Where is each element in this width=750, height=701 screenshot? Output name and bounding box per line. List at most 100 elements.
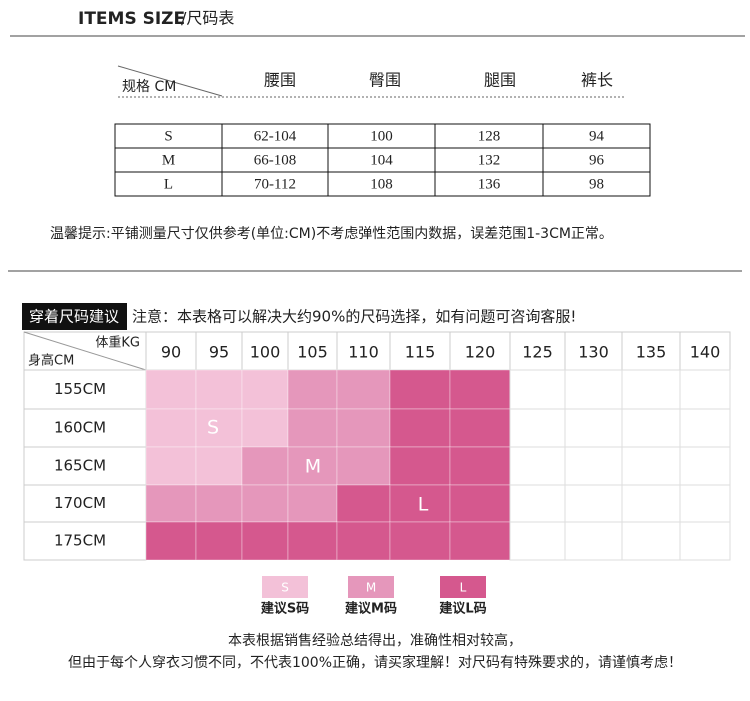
- table-value: 108: [370, 176, 393, 192]
- header-cell: [389, 331, 451, 371]
- table-value: 100: [370, 128, 393, 144]
- footer-line: 但由于每个人穿衣习惯不同，不代表100%正确，请买家理解！对尺码有特殊要求的，请…: [68, 654, 682, 671]
- header-cell: [449, 331, 511, 371]
- grid-cell: [195, 521, 243, 561]
- height-label: 175CM: [54, 532, 106, 550]
- height-label: 160CM: [54, 419, 106, 437]
- table-value: 62-104: [254, 128, 297, 144]
- grid-cell: [509, 521, 566, 561]
- legend-swatch: [262, 576, 308, 598]
- badge-text: 穿着尺码建议: [29, 308, 119, 326]
- grid-cell: [241, 484, 289, 523]
- grid-cell: [336, 408, 391, 448]
- region-label: S: [207, 417, 219, 439]
- grid-cell: [287, 408, 338, 448]
- height-label: 155CM: [54, 380, 106, 398]
- header-cell: [336, 331, 391, 371]
- grid-cell: [389, 521, 451, 561]
- header-cell: [287, 331, 338, 371]
- height-cell: [23, 484, 147, 523]
- weight-label: 120: [465, 343, 496, 362]
- grid-cell: [509, 369, 566, 410]
- table-value: 94: [589, 128, 605, 144]
- grid-cell: [449, 521, 511, 561]
- note: 温馨提示:平铺测量尺寸仅供参考(单位:CM)不考虑弹性范围内数据，误差范围1-3…: [50, 225, 613, 242]
- grid-cell: [679, 369, 731, 410]
- grid-cell: [389, 408, 451, 448]
- height-cell: [23, 446, 147, 486]
- height-label: 170CM: [54, 494, 106, 512]
- legend-swatch-letter: L: [460, 581, 467, 595]
- corner-top: 体重KG: [95, 335, 140, 351]
- table-value: M: [162, 152, 175, 168]
- height-cell: [23, 369, 147, 410]
- legend-label: 建议S码: [261, 601, 309, 617]
- header-cell: [195, 331, 243, 371]
- header-cell: [679, 331, 731, 371]
- grid-cell: [145, 446, 197, 486]
- grid-cell: [145, 369, 197, 410]
- corner-bottom: 身高CM: [28, 353, 74, 369]
- column-header: 腰围: [264, 72, 296, 90]
- table-value: 66-108: [254, 152, 297, 168]
- corner-diagonal: [117, 65, 223, 97]
- grid-cell: [336, 521, 391, 561]
- table-value: 104: [370, 152, 393, 168]
- column-header: 腿围: [484, 72, 516, 90]
- grid-cell: [145, 484, 197, 523]
- grid-cell: [195, 369, 243, 410]
- table-cell: [542, 171, 651, 197]
- region-label: L: [418, 494, 429, 516]
- grid-cell: [389, 369, 451, 410]
- grid-cell: [449, 408, 511, 448]
- table-value: 128: [478, 128, 501, 144]
- grid-cell: [621, 369, 681, 410]
- title-en: ITEMS SIZE: [78, 9, 185, 29]
- grid-cell: [145, 408, 197, 448]
- column-header: 裤长: [581, 72, 613, 90]
- region-label: M: [305, 456, 321, 478]
- legend-swatch: [348, 576, 394, 598]
- grid-cell: [564, 484, 623, 523]
- grid-cell: [564, 446, 623, 486]
- weight-label: 90: [161, 343, 181, 362]
- grid-cell: [287, 369, 338, 410]
- height-label: 165CM: [54, 457, 106, 475]
- grid-cell: [287, 521, 338, 561]
- grid-cell: [195, 446, 243, 486]
- grid-cell: [336, 446, 391, 486]
- footer-line: 本表根据销售经验总结得出，准确性相对较高，: [228, 632, 522, 649]
- corner-label: 规格 CM: [122, 79, 176, 95]
- grid-cell: [679, 484, 731, 523]
- table-value: S: [164, 128, 172, 144]
- grid-cell: [509, 446, 566, 486]
- header-cell: [145, 331, 197, 371]
- weight-label: 130: [578, 343, 609, 362]
- table-value: 98: [589, 176, 604, 192]
- grid-cell: [241, 521, 289, 561]
- legend-swatch-letter: M: [366, 581, 376, 595]
- table-value: 136: [478, 176, 501, 192]
- legend-swatch-letter: S: [281, 581, 289, 595]
- grid-cell: [564, 408, 623, 448]
- badge: [22, 303, 127, 330]
- weight-label: 115: [405, 343, 436, 362]
- grid-cell: [287, 484, 338, 523]
- grid-cell: [389, 484, 451, 523]
- weight-label: 100: [250, 343, 281, 362]
- grid-cell: [241, 369, 289, 410]
- legend-swatch: [440, 576, 486, 598]
- grid-cell: [621, 521, 681, 561]
- grid-cell: [449, 369, 511, 410]
- title-cn: /尺码表: [181, 9, 234, 28]
- grid-cell: [336, 369, 391, 410]
- grid-cell: [145, 521, 197, 561]
- grid-cell: [679, 408, 731, 448]
- legend-label: 建议L码: [439, 601, 486, 617]
- table-value: L: [164, 176, 173, 192]
- header-cell: [509, 331, 566, 371]
- column-header: 臀围: [369, 72, 401, 90]
- grid-cell: [564, 369, 623, 410]
- grid-cell: [679, 521, 731, 561]
